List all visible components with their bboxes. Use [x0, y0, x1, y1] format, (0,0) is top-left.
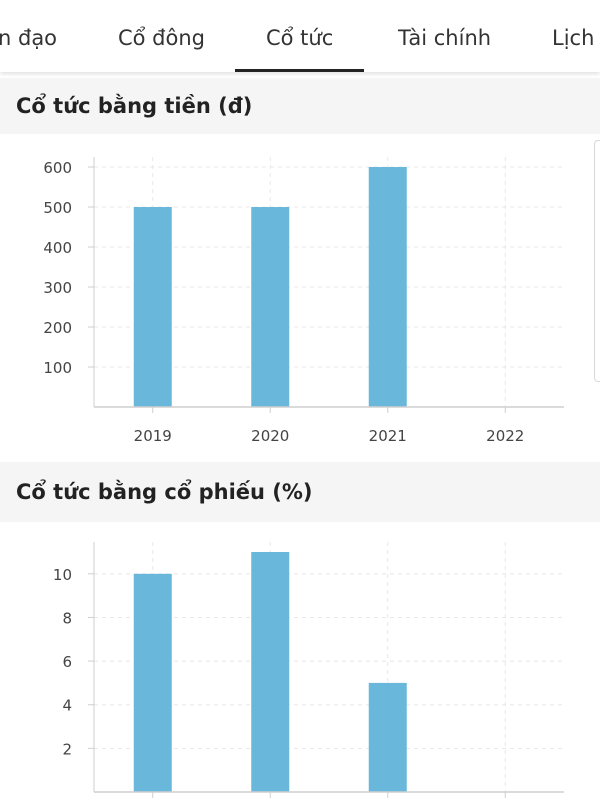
- bar-2021: [368, 682, 407, 792]
- y-tick-label: 6: [62, 653, 72, 671]
- cash-dividend-header: Cổ tức bằng tiền (đ): [0, 78, 600, 134]
- tab-calendar[interactable]: Lịch: [552, 26, 595, 50]
- tab-shareholders[interactable]: Cổ đông: [118, 26, 206, 50]
- cash-dividend-title: Cổ tức bằng tiền (đ): [16, 94, 253, 118]
- y-tick-label: 4: [62, 697, 72, 715]
- x-tick-label: 2019: [134, 427, 172, 445]
- x-tick-label: 2020: [251, 427, 289, 445]
- y-tick-label: 300: [43, 279, 72, 297]
- y-tick-label: 400: [43, 239, 72, 257]
- tab-bar: n đạo Cổ đông Cổ tức Tài chính Lịch: [0, 0, 600, 72]
- bar-2020: [251, 207, 290, 407]
- bar-2021: [368, 167, 407, 407]
- tab-leadership[interactable]: n đạo: [0, 26, 58, 50]
- stock-dividend-title: Cổ tức bằng cổ phiếu (%): [16, 480, 313, 504]
- y-tick-label: 8: [62, 609, 72, 627]
- y-tick-label: 2: [62, 740, 72, 758]
- bar-2019: [133, 573, 172, 792]
- x-tick-label: 2021: [369, 427, 407, 445]
- cash-dividend-chart: 100 200 300 400 500 600 2019 2020 2021 2022: [43, 157, 564, 445]
- x-tick-label: 2022: [486, 427, 524, 445]
- bar-2019: [133, 207, 172, 407]
- bar-2020: [251, 552, 290, 792]
- stock-dividend-header: Cổ tức bằng cổ phiếu (%): [0, 462, 600, 522]
- y-tick-label: 500: [43, 199, 72, 217]
- tab-dividends[interactable]: Cổ tức: [266, 26, 334, 50]
- active-tab-indicator: [235, 69, 364, 72]
- stock-dividend-chart: 2 4 6 8 10: [53, 542, 564, 798]
- scroll-handle[interactable]: [594, 140, 600, 382]
- y-tick-label: 100: [43, 359, 72, 377]
- y-tick-label: 10: [53, 566, 72, 584]
- y-tick-label: 600: [43, 159, 72, 177]
- y-tick-label: 200: [43, 319, 72, 337]
- tab-finance[interactable]: Tài chính: [398, 26, 492, 50]
